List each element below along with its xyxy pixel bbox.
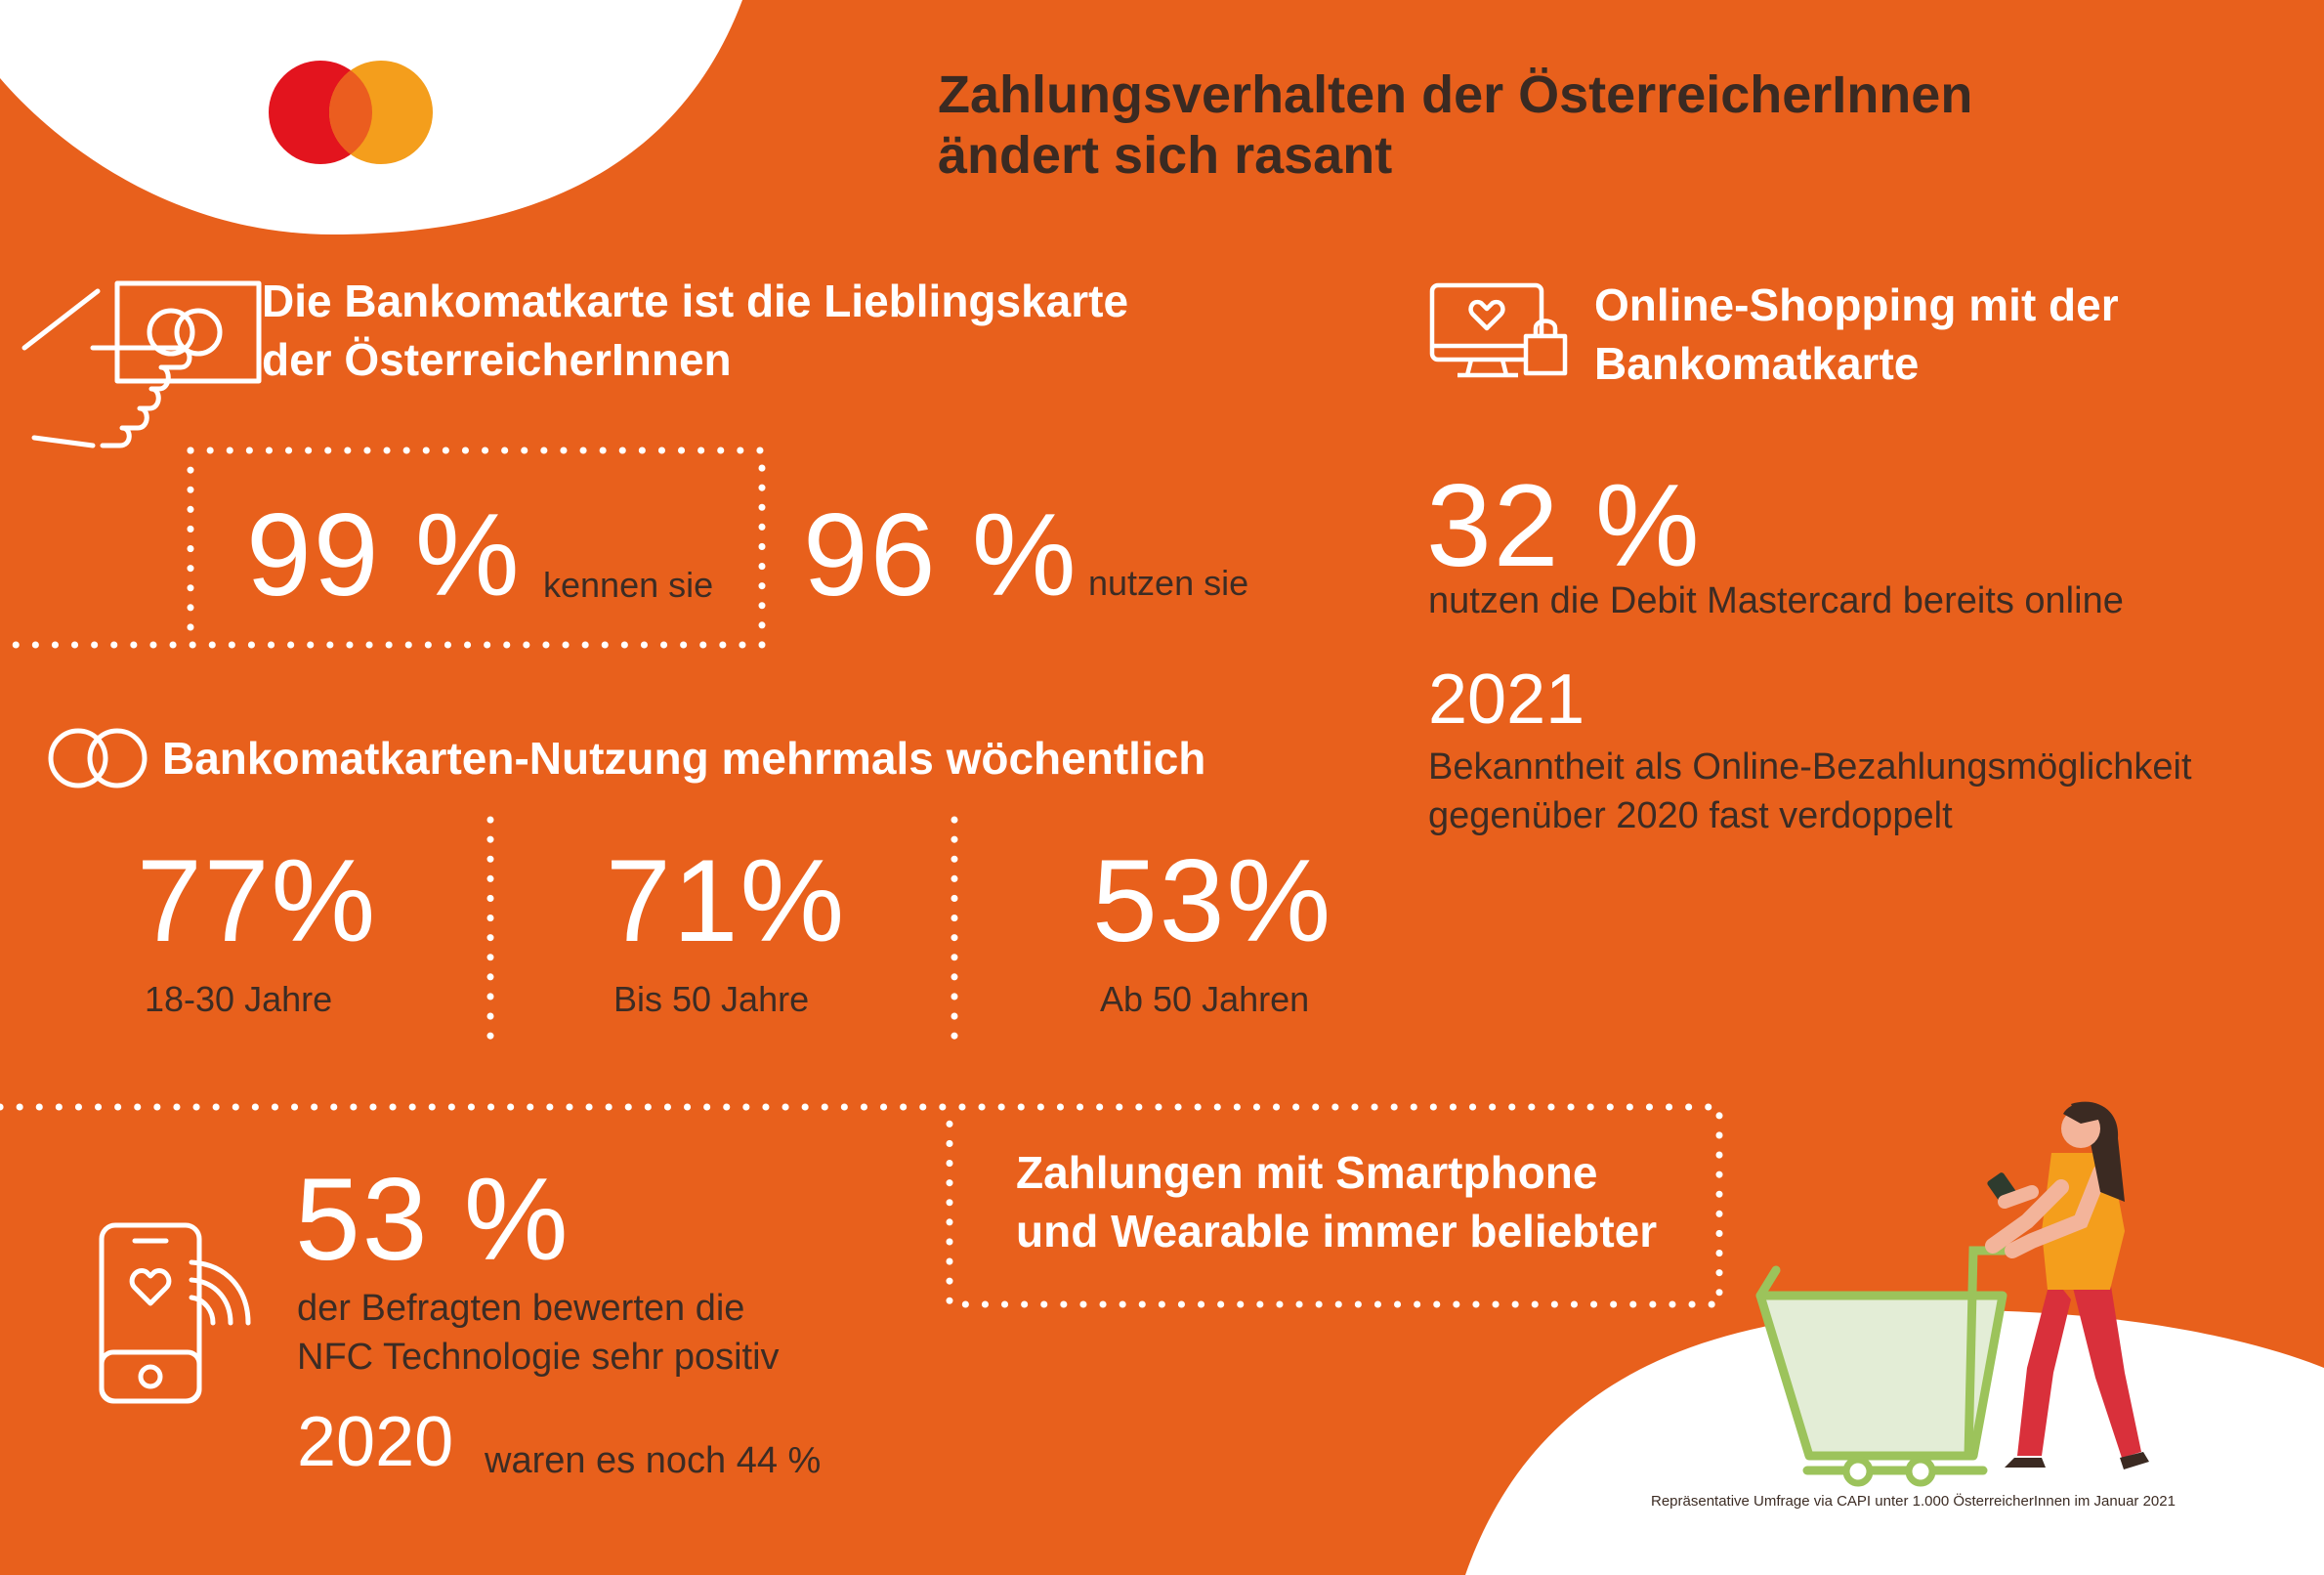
online-stat-label: nutzen die Debit Mastercard bereits onli… xyxy=(1428,580,2124,621)
nfc-stat-text-line2: NFC Technologie sehr positiv xyxy=(297,1337,780,1378)
online-shopping-icon xyxy=(1429,282,1568,378)
footnote: Repräsentative Umfrage via CAPI unter 1.… xyxy=(1651,1493,2176,1510)
page-title-line1: Zahlungsverhalten der ÖsterreicherInnen xyxy=(938,65,1973,124)
nfc-stat-value: 53 % xyxy=(295,1154,570,1285)
weekly-category-3: Ab 50 Jahren xyxy=(1100,979,1310,1019)
card-section-heading: Die Bankomatkarte ist die Lieblingskarte… xyxy=(262,272,1128,389)
weekly-section-heading: Bankomatkarten-Nutzung mehrmals wöchentl… xyxy=(162,733,1206,784)
nfc-stat-text-line1: der Befragten bewerten die xyxy=(297,1288,745,1329)
online-heading-line1: Online-Shopping mit der xyxy=(1594,279,2119,330)
weekly-value-1: 77% xyxy=(137,835,378,966)
nfc-dotted-frame xyxy=(0,1103,1723,1308)
online-year-text-line1: Bekanntheit als Online-Bezahlungsmöglich… xyxy=(1428,746,2192,788)
online-stat-value: 32 % xyxy=(1426,460,1702,591)
woman-shopping-cart-illustration xyxy=(1755,1101,2149,1487)
stat-96-label: nutzen sie xyxy=(1088,563,1249,603)
weekly-category-2: Bis 50 Jahre xyxy=(613,979,810,1019)
smartphone-box-text: Zahlungen mit Smartphone und Wearable im… xyxy=(1016,1143,1657,1260)
nfc-year: 2020 xyxy=(297,1403,454,1481)
weekly-dividers xyxy=(486,816,958,1046)
smartphone-box-line1: Zahlungen mit Smartphone xyxy=(1016,1147,1598,1198)
online-year: 2021 xyxy=(1428,660,1585,739)
mastercard-logo xyxy=(269,61,433,164)
stat-99-label: kennen sie xyxy=(543,565,714,605)
smartphone-box-line2: und Wearable immer beliebter xyxy=(1016,1206,1658,1256)
nfc-year-text: waren es noch 44 % xyxy=(485,1440,822,1481)
card-heading-line1: Die Bankomatkarte ist die Lieblingskarte xyxy=(262,276,1129,326)
hand-card-icon xyxy=(21,280,262,448)
page-title-line2: ändert sich rasant xyxy=(938,126,1393,185)
card-heading-line2: der ÖsterreicherInnen xyxy=(262,334,732,385)
nfc-phone-icon xyxy=(99,1222,251,1404)
card-stats-dotted-frame xyxy=(0,447,766,649)
stat-99-value: 99 % xyxy=(246,490,522,620)
online-year-text: Bekanntheit als Online-Bezahlungsmöglich… xyxy=(1428,743,2192,840)
nfc-stat-text: der Befragten bewerten die NFC Technolog… xyxy=(297,1284,780,1382)
online-heading-line2: Bankomatkarte xyxy=(1594,338,1920,389)
rings-icon xyxy=(48,728,148,788)
stat-96-value: 96 % xyxy=(803,490,1078,620)
online-year-text-line2: gegenüber 2020 fast verdoppelt xyxy=(1428,795,1953,836)
weekly-value-2: 71% xyxy=(606,835,847,966)
online-section-heading: Online-Shopping mit der Bankomatkarte xyxy=(1594,276,2119,393)
page-title: Zahlungsverhalten der ÖsterreicherInnen … xyxy=(938,64,1972,186)
weekly-value-3: 53% xyxy=(1092,835,1333,966)
weekly-category-1: 18-30 Jahre xyxy=(145,979,333,1019)
